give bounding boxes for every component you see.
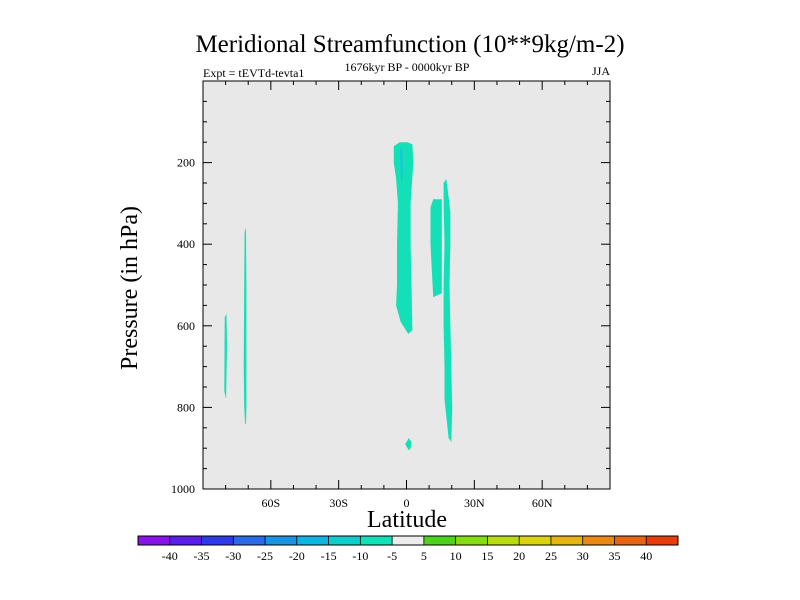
region-surface-spot bbox=[405, 438, 412, 451]
colorbar-swatch bbox=[646, 536, 679, 545]
y-tick-label: 200 bbox=[177, 156, 195, 170]
contour-regions bbox=[224, 142, 453, 451]
y-tick-label: 1000 bbox=[171, 482, 195, 496]
colorbar-label: 35 bbox=[608, 549, 620, 563]
x-tick-label: 60N bbox=[532, 496, 553, 510]
colorbar-swatch bbox=[614, 536, 647, 545]
colorbar-label: 40 bbox=[640, 549, 652, 563]
region-north-tall-column bbox=[443, 178, 453, 443]
colorbar-label: 20 bbox=[513, 549, 525, 563]
x-tick-label: 0 bbox=[404, 496, 410, 510]
colorbar-swatch bbox=[392, 536, 425, 545]
colorbar-swatch bbox=[169, 536, 202, 545]
chart-title: Meridional Streamfunction (10**9kg/m-2) bbox=[195, 31, 624, 58]
y-axis-label: Pressure (in hPa) bbox=[117, 206, 143, 370]
colorbar-swatch bbox=[519, 536, 552, 545]
region-west-strip-a bbox=[224, 313, 227, 400]
colorbar-swatch bbox=[455, 536, 488, 545]
y-tick-label: 400 bbox=[177, 237, 195, 251]
colorbar-label: 30 bbox=[577, 549, 589, 563]
colorbar-label: -20 bbox=[289, 549, 305, 563]
region-west-strip-b bbox=[243, 227, 247, 424]
colorbar-label: -40 bbox=[162, 549, 178, 563]
y-tick-label: 800 bbox=[177, 400, 195, 414]
x-tick-label: 30N bbox=[464, 496, 485, 510]
season-label: JJA bbox=[592, 64, 610, 78]
x-tick-label: 60S bbox=[261, 496, 280, 510]
colorbar-label: 10 bbox=[450, 549, 462, 563]
colorbar-swatch bbox=[360, 536, 393, 545]
colorbar-swatch bbox=[582, 536, 615, 545]
colorbar-frame bbox=[137, 535, 679, 546]
colorbar-label: 15 bbox=[481, 549, 493, 563]
colorbar-label: 25 bbox=[545, 549, 557, 563]
colorbar-label: -35 bbox=[194, 549, 210, 563]
colorbar-swatch bbox=[201, 536, 234, 545]
region-central-column bbox=[393, 142, 414, 334]
colorbar-swatch bbox=[423, 536, 456, 545]
colorbar-label: -15 bbox=[321, 549, 337, 563]
colorbar-swatch bbox=[296, 536, 329, 545]
region-north-short-column bbox=[430, 199, 442, 298]
x-axis-label: Latitude bbox=[367, 507, 447, 533]
colorbar-swatch bbox=[328, 536, 361, 545]
colorbar-label: -10 bbox=[352, 549, 368, 563]
colorbar: -40 -35 -30 -25 -20 -15 -10 -5 5 10 15 20 25 30 35 40 bbox=[137, 535, 679, 563]
axis-ticks: 60S 30S 0 30N 60N 200 400 600 800 1000 bbox=[171, 81, 610, 510]
colorbar-swatch bbox=[487, 536, 520, 545]
colorbar-swatch bbox=[550, 536, 583, 545]
colorbar-label: -5 bbox=[387, 549, 397, 563]
colorbar-label: -25 bbox=[257, 549, 273, 563]
period-label: 1676kyr BP - 0000kyr BP bbox=[345, 60, 470, 74]
x-tick-label: 30S bbox=[329, 496, 348, 510]
colorbar-label: -30 bbox=[225, 549, 241, 563]
y-tick-label: 600 bbox=[177, 319, 195, 333]
experiment-label: Expt = tEVTd-tevta1 bbox=[203, 66, 304, 80]
colorbar-swatch bbox=[265, 536, 298, 545]
colorbar-label: 5 bbox=[421, 549, 427, 563]
colorbar-swatch bbox=[233, 536, 266, 545]
colorbar-swatch bbox=[138, 536, 171, 545]
region-central-inner bbox=[399, 146, 404, 188]
